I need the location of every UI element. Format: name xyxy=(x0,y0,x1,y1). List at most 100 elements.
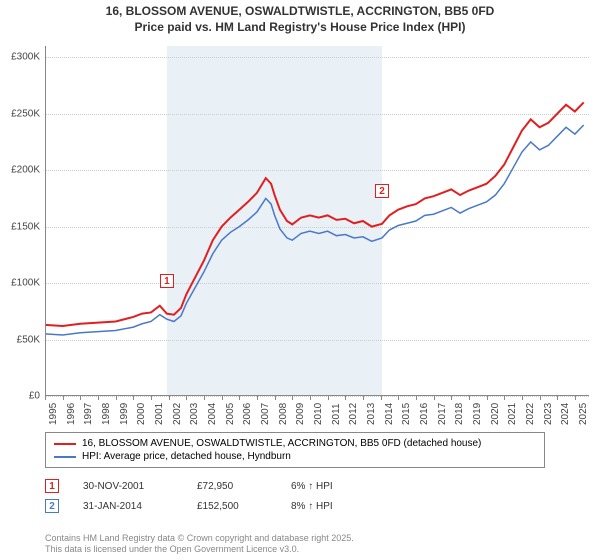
x-tick xyxy=(398,396,399,400)
x-tick-label: 2017 xyxy=(437,403,448,425)
line-series-svg xyxy=(45,46,589,396)
footer-line-2: This data is licensed under the Open Gov… xyxy=(45,544,354,556)
x-tick xyxy=(80,396,81,400)
legend-row: HPI: Average price, detached house, Hynd… xyxy=(54,450,536,463)
x-tick xyxy=(292,396,293,400)
x-tick xyxy=(257,396,258,400)
sale-marker: 2 xyxy=(375,184,389,198)
legend-label: HPI: Average price, detached house, Hynd… xyxy=(82,451,291,462)
sale-point-price: £72,950 xyxy=(197,481,267,492)
x-tick xyxy=(434,396,435,400)
x-tick xyxy=(328,396,329,400)
sale-points-table: 1 30-NOV-2001 £72,950 6% ↑ HPI 2 31-JAN-… xyxy=(45,476,371,516)
x-tick xyxy=(151,396,152,400)
footer-attribution: Contains HM Land Registry data © Crown c… xyxy=(45,533,354,556)
x-tick xyxy=(310,396,311,400)
x-tick-label: 1995 xyxy=(48,403,59,425)
x-tick-label: 2020 xyxy=(490,403,501,425)
sale-point-row: 1 30-NOV-2001 £72,950 6% ↑ HPI xyxy=(45,476,371,496)
x-tick-label: 1998 xyxy=(101,403,112,425)
y-axis xyxy=(45,46,46,396)
x-tick-label: 1997 xyxy=(83,403,94,425)
x-tick-label: 1999 xyxy=(119,403,130,425)
legend: 16, BLOSSOM AVENUE, OSWALDTWISTLE, ACCRI… xyxy=(45,432,545,468)
x-tick xyxy=(116,396,117,400)
legend-swatch xyxy=(54,456,76,458)
x-tick xyxy=(381,396,382,400)
x-tick xyxy=(345,396,346,400)
plot-area: £0£50K£100K£150K£200K£250K£300K 19951996… xyxy=(45,46,589,396)
x-tick xyxy=(416,396,417,400)
x-tick xyxy=(451,396,452,400)
x-tick-label: 1996 xyxy=(66,403,77,425)
x-tick xyxy=(487,396,488,400)
sale-point-row: 2 31-JAN-2014 £152,500 8% ↑ HPI xyxy=(45,496,371,516)
sale-point-date: 30-NOV-2001 xyxy=(83,481,173,492)
x-tick-label: 2003 xyxy=(189,403,200,425)
y-tick-label: £50K xyxy=(0,334,40,345)
x-tick xyxy=(522,396,523,400)
series-hpi xyxy=(45,125,584,335)
x-tick-label: 2006 xyxy=(242,403,253,425)
legend-row: 16, BLOSSOM AVENUE, OSWALDTWISTLE, ACCRI… xyxy=(54,437,536,450)
title-line-1: 16, BLOSSOM AVENUE, OSWALDTWISTLE, ACCRI… xyxy=(10,4,590,20)
x-tick xyxy=(575,396,576,400)
x-tick xyxy=(98,396,99,400)
x-tick-label: 2001 xyxy=(154,403,165,425)
x-tick-label: 2021 xyxy=(507,403,518,425)
x-tick-label: 2004 xyxy=(207,403,218,425)
y-tick-label: £100K xyxy=(0,278,40,289)
chart-title: 16, BLOSSOM AVENUE, OSWALDTWISTLE, ACCRI… xyxy=(0,0,600,37)
x-tick-label: 2000 xyxy=(136,403,147,425)
x-tick-label: 2010 xyxy=(313,403,324,425)
x-tick xyxy=(540,396,541,400)
x-tick-label: 2002 xyxy=(172,403,183,425)
y-tick-label: £150K xyxy=(0,221,40,232)
x-tick xyxy=(133,396,134,400)
x-tick xyxy=(204,396,205,400)
legend-swatch xyxy=(54,443,76,445)
x-tick-label: 2022 xyxy=(525,403,536,425)
x-tick xyxy=(363,396,364,400)
x-tick-label: 2007 xyxy=(260,403,271,425)
x-tick xyxy=(63,396,64,400)
series-price_paid xyxy=(45,102,584,326)
sale-point-marker: 2 xyxy=(45,499,59,513)
x-tick xyxy=(239,396,240,400)
x-tick-label: 2023 xyxy=(543,403,554,425)
x-tick-label: 2018 xyxy=(454,403,465,425)
x-tick xyxy=(222,396,223,400)
x-tick-label: 2015 xyxy=(401,403,412,425)
x-tick-label: 2008 xyxy=(278,403,289,425)
x-axis xyxy=(45,395,589,396)
x-tick-label: 2025 xyxy=(578,403,589,425)
y-tick-label: £250K xyxy=(0,108,40,119)
legend-label: 16, BLOSSOM AVENUE, OSWALDTWISTLE, ACCRI… xyxy=(82,438,481,449)
x-tick xyxy=(504,396,505,400)
sale-point-marker: 1 xyxy=(45,479,59,493)
x-tick xyxy=(186,396,187,400)
footer-line-1: Contains HM Land Registry data © Crown c… xyxy=(45,533,354,545)
x-tick-label: 2016 xyxy=(419,403,430,425)
x-tick-label: 2024 xyxy=(560,403,571,425)
x-tick-label: 2005 xyxy=(225,403,236,425)
x-tick-label: 2011 xyxy=(331,403,342,425)
sale-point-price: £152,500 xyxy=(197,501,267,512)
y-tick-label: £200K xyxy=(0,165,40,176)
sale-point-hpi: 6% ↑ HPI xyxy=(291,481,371,492)
x-tick xyxy=(169,396,170,400)
y-tick-label: £0 xyxy=(0,391,40,402)
x-tick-label: 2013 xyxy=(366,403,377,425)
title-line-2: Price paid vs. HM Land Registry's House … xyxy=(10,20,590,36)
sale-point-date: 31-JAN-2014 xyxy=(83,501,173,512)
x-tick-label: 2009 xyxy=(295,403,306,425)
y-tick-label: £300K xyxy=(0,52,40,63)
x-tick xyxy=(275,396,276,400)
gridline xyxy=(45,396,589,397)
sale-point-hpi: 8% ↑ HPI xyxy=(291,501,371,512)
x-tick xyxy=(469,396,470,400)
x-tick-label: 2012 xyxy=(348,403,359,425)
x-tick-label: 2019 xyxy=(472,403,483,425)
sale-marker: 1 xyxy=(160,274,174,288)
x-tick xyxy=(45,396,46,400)
